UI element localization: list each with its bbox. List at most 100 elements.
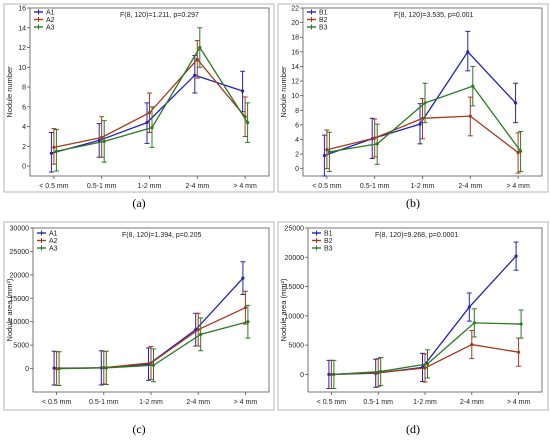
legend-label: B3 <box>319 25 328 32</box>
x-tick-label: > 4 mm <box>506 183 530 190</box>
x-tick-label: 0.5-1 mm <box>87 183 117 190</box>
y-tick-label: 10000 <box>10 319 30 326</box>
stat-annotation: F(8, 120)=3.535, p=0.001 <box>394 12 473 19</box>
y-tick-label: 8 <box>22 85 26 92</box>
data-point <box>425 362 430 366</box>
panel-frame <box>3 221 275 411</box>
stat-annotation: F(8, 120)=1.211, p=0.297 <box>120 12 199 19</box>
x-tick-label: 2-4 mm <box>185 183 209 190</box>
y-tick-label: 25000 <box>285 226 305 233</box>
data-point <box>97 138 101 143</box>
y-tick-label: 0 <box>22 164 26 171</box>
series-B3 <box>331 308 524 389</box>
data-point <box>517 350 521 354</box>
x-tick-label: > 4 mm <box>507 399 531 406</box>
data-point <box>322 153 326 158</box>
legend-label: B2 <box>324 238 333 245</box>
data-point <box>241 89 245 93</box>
y-tick-label: 0 <box>300 372 304 379</box>
series-A3 <box>56 304 251 386</box>
data-point <box>325 148 329 152</box>
x-tick-label: 2-4 mm <box>458 183 482 190</box>
data-point <box>420 116 425 120</box>
series-B3 <box>326 65 524 173</box>
data-point <box>100 135 104 140</box>
data-point <box>196 328 200 332</box>
x-tick-label: 1-2 mm <box>138 183 162 190</box>
x-tick-label: 1-2 mm <box>411 183 435 190</box>
y-tick-label: 0 <box>25 366 29 373</box>
panel-caption: (a) <box>132 196 145 210</box>
data-point <box>516 151 520 155</box>
data-point <box>52 366 56 370</box>
data-point <box>373 136 377 140</box>
x-tick-label: 0.5-1 mm <box>360 183 390 190</box>
y-tick-label: 6 <box>22 104 26 111</box>
y-axis-label: Nodule number <box>279 66 288 118</box>
data-point <box>149 361 153 365</box>
data-point <box>193 73 197 77</box>
x-tick-label: < 0.5 mm <box>312 183 342 190</box>
x-tick-label: 2-4 mm <box>186 399 210 406</box>
y-tick-label: 4 <box>22 124 26 131</box>
x-tick-label: 0.5-1 mm <box>363 399 393 406</box>
x-tick-label: 2-4 mm <box>460 399 484 406</box>
legend-label: B3 <box>324 246 333 253</box>
data-point <box>104 366 108 370</box>
panel-frame <box>3 3 275 193</box>
data-point <box>57 366 61 371</box>
data-point <box>241 276 245 280</box>
data-point <box>327 372 331 377</box>
data-point <box>246 320 250 324</box>
y-tick-label: 5000 <box>13 343 29 350</box>
y-tick-label: 20000 <box>285 255 305 262</box>
y-tick-label: 2 <box>22 144 26 151</box>
y-tick-label: 10 <box>18 65 26 72</box>
panel-caption: (c) <box>132 422 145 436</box>
data-point <box>54 149 59 153</box>
x-tick-label: 1-2 mm <box>413 399 437 406</box>
data-point <box>471 84 475 88</box>
data-point <box>243 306 247 310</box>
x-tick-label: > 4 mm <box>233 183 257 190</box>
x-tick-label: < 0.5 mm <box>42 399 72 406</box>
y-axis-label: Nodule area (mm²) <box>5 278 14 341</box>
data-point <box>151 363 156 367</box>
y-tick-label: 14 <box>18 25 26 32</box>
data-point <box>470 342 474 347</box>
data-point <box>467 305 471 309</box>
y-tick-label: 5000 <box>288 343 304 350</box>
x-tick-label: < 0.5 mm <box>317 399 347 406</box>
data-point <box>327 150 331 154</box>
y-tick-label: 22 <box>291 6 299 13</box>
data-point <box>55 366 59 371</box>
y-tick-label: 4 <box>295 137 299 144</box>
data-point <box>418 122 422 126</box>
y-tick-label: 16 <box>18 6 26 13</box>
data-point <box>514 101 518 105</box>
data-point <box>150 125 154 130</box>
y-tick-label: 20000 <box>10 272 30 279</box>
x-tick-label: > 4 mm <box>234 399 258 406</box>
data-point <box>49 151 54 155</box>
x-tick-label: 0.5-1 mm <box>89 399 119 406</box>
data-point <box>379 369 383 374</box>
data-point <box>519 322 523 326</box>
legend-label: B1 <box>324 231 333 238</box>
data-point <box>423 101 427 105</box>
legend-label: B1 <box>319 10 328 17</box>
x-tick-label: 1-2 mm <box>139 399 163 406</box>
panel-caption: (d) <box>406 422 420 436</box>
chart-panel-c: 0 5000 10000 15000 20000 25000 30000 < 0.5 mm 0.… <box>3 221 275 436</box>
y-tick-label: 25000 <box>10 249 30 256</box>
y-tick-label: 30000 <box>10 226 30 233</box>
data-point <box>147 111 152 115</box>
data-point <box>472 321 476 325</box>
data-point <box>519 149 523 153</box>
panel-frame <box>277 3 549 193</box>
data-point <box>466 50 470 54</box>
